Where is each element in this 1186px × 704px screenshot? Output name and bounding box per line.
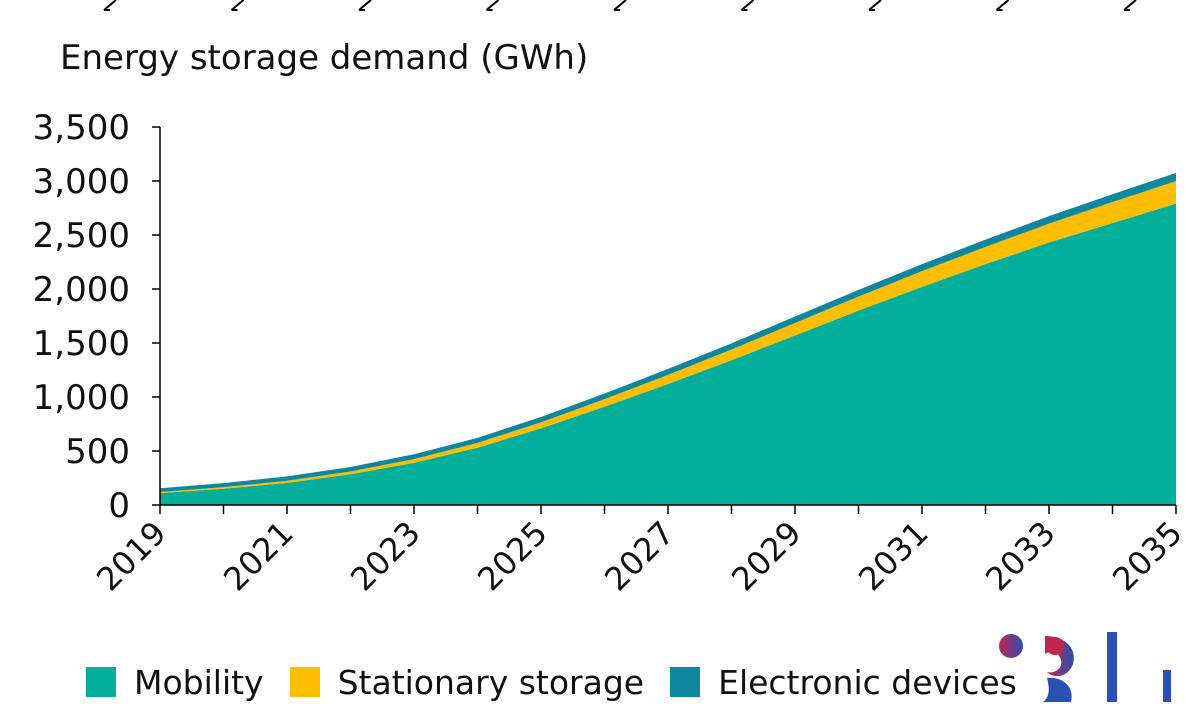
y-tick-label: 3,000 [33, 162, 130, 202]
x-tick-label: 2029 [724, 514, 808, 598]
y-tick-label: 1,500 [33, 324, 130, 364]
area-mobility [160, 203, 1176, 505]
cropped-tick-mark [613, 0, 627, 11]
legend: Mobility Stationary storage Electronic d… [86, 660, 1043, 704]
legend-item-mobility: Mobility [86, 663, 264, 702]
cropped-tick-mark [485, 0, 500, 11]
y-tick-label: 1,000 [33, 378, 130, 418]
cropped-tick-mark [103, 0, 117, 11]
x-tick-label: 2027 [597, 514, 681, 598]
legend-swatch-mobility [86, 667, 116, 697]
x-tick-label: 2023 [343, 514, 427, 598]
x-tick-label: 2033 [978, 514, 1062, 598]
top-cropped-ticks [103, 0, 1137, 11]
cropped-tick-mark [230, 0, 245, 11]
legend-label-mobility: Mobility [134, 662, 264, 702]
legend-label-electronic-devices: Electronic devices [718, 662, 1017, 702]
brand-logo [999, 632, 1171, 702]
x-tick-label: 2031 [851, 514, 935, 598]
legend-swatch-stationary-storage [289, 667, 320, 697]
x-tick-label: 2019 [89, 514, 173, 598]
cropped-tick-mark [995, 0, 1010, 11]
x-tick-label: 2021 [216, 514, 300, 598]
x-ticks-group: 2019 2021 2023 2025 2027 2029 2031 2033 2035 [89, 505, 1186, 598]
y-tick-label: 2,000 [33, 270, 130, 310]
legend-swatch-electronic-devices [670, 667, 701, 697]
y-tick-label: 0 [108, 486, 130, 526]
cropped-tick-mark [740, 0, 755, 11]
x-tick-label: 2035 [1105, 514, 1186, 598]
cropped-tick-mark [1123, 0, 1137, 11]
y-axis-title: Energy storage demand (GWh) [60, 38, 589, 78]
y-ticks-group: 0 500 1,000 1,500 2,000 2,500 3,000 3,500 [33, 108, 160, 526]
cropped-tick-mark [358, 0, 372, 11]
legend-label-stationary-storage: Stationary storage [337, 662, 645, 702]
y-tick-label: 500 [65, 432, 130, 472]
cropped-tick-mark [868, 0, 882, 11]
y-tick-label: 2,500 [33, 216, 130, 256]
area-series-group [160, 172, 1176, 505]
y-tick-label: 3,500 [33, 108, 130, 148]
legend-item-electronic-devices: Electronic devices [670, 663, 1017, 702]
legend-item-stationary-storage: Stationary storage [289, 662, 645, 702]
x-tick-label: 2025 [470, 514, 554, 598]
